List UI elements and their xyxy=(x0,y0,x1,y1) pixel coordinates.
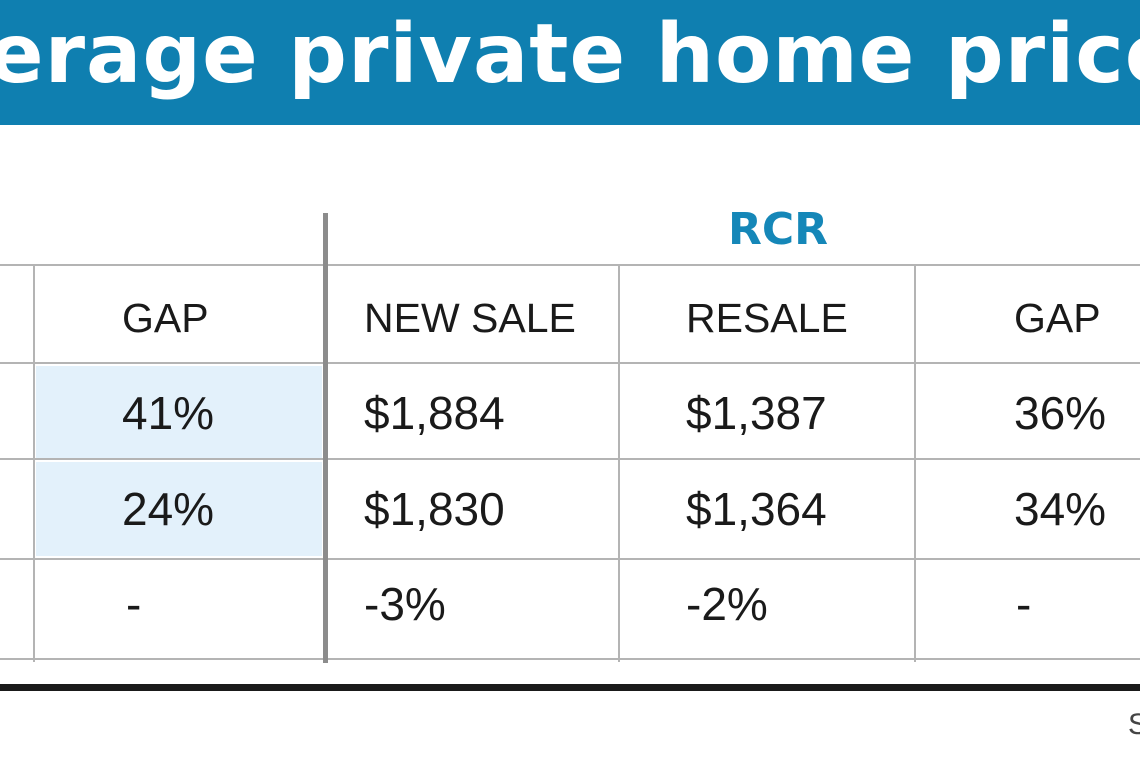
row-3-new-sale: -3% xyxy=(364,578,446,630)
row-2-resale: $1,364 xyxy=(686,483,827,535)
column-line-2 xyxy=(618,265,620,662)
page-title: erage private home prices xyxy=(0,7,1140,102)
table-bottom-line xyxy=(0,658,1140,660)
header-gap: GAP xyxy=(1014,295,1101,341)
row-line-2 xyxy=(0,458,1140,460)
row-3-resale: -2% xyxy=(686,578,768,630)
row-2-left-gap: 24% xyxy=(122,483,215,535)
section-divider xyxy=(323,213,328,663)
row-1-resale: $1,387 xyxy=(686,387,827,439)
row-1-left-gap: 41% xyxy=(122,387,215,439)
row-2-gap: 34% xyxy=(1014,483,1107,535)
rcr-region-label: RCR xyxy=(728,204,829,255)
row-1-new-sale: $1,884 xyxy=(364,387,505,439)
column-line-1 xyxy=(33,265,35,662)
highlight-cell-row-1 xyxy=(36,366,322,460)
highlight-cell-row-2 xyxy=(36,462,322,556)
source-note: S xyxy=(1128,708,1140,741)
row-line-3 xyxy=(0,558,1140,560)
header-top-line xyxy=(0,264,1140,266)
header-new-sale: NEW SALE xyxy=(364,295,576,341)
row-line-1 xyxy=(0,362,1140,364)
row-2-new-sale: $1,830 xyxy=(364,483,505,535)
header-gap-left: GAP xyxy=(122,295,209,341)
row-3-gap: - xyxy=(1016,578,1032,630)
row-1-gap: 36% xyxy=(1014,387,1107,439)
header-resale: RESALE xyxy=(686,295,848,341)
column-line-3 xyxy=(914,265,916,662)
bottom-rule xyxy=(0,684,1140,691)
row-3-left-gap: - xyxy=(126,578,142,630)
title-banner: erage private home prices xyxy=(0,0,1140,125)
